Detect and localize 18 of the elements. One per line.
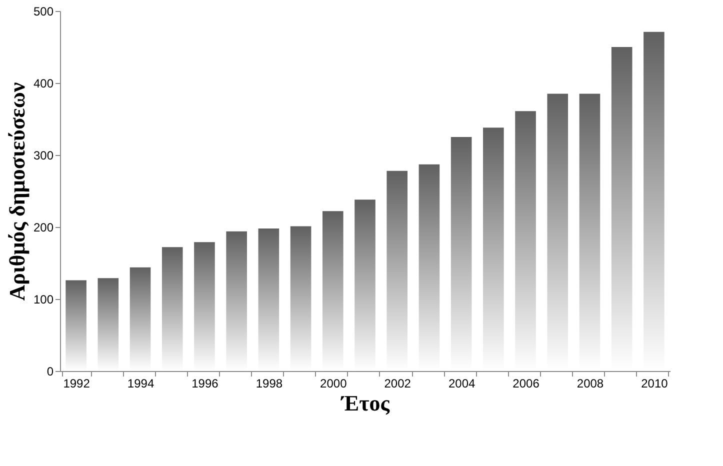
x-tick-label: 2010 bbox=[641, 376, 668, 390]
y-tick-label: 400 bbox=[33, 76, 54, 90]
y-tick-label: 100 bbox=[33, 292, 54, 306]
x-tick-label: 2000 bbox=[320, 376, 348, 390]
x-tick-label: 1996 bbox=[192, 376, 219, 390]
x-tick-label: 1992 bbox=[63, 376, 90, 390]
y-tick-label: 300 bbox=[33, 148, 54, 162]
y-tick-label: 500 bbox=[33, 4, 54, 18]
x-axis-title: Έτος bbox=[340, 390, 390, 416]
x-tick-label: 2008 bbox=[576, 376, 604, 390]
y-tick-label: 200 bbox=[33, 220, 54, 234]
x-tick-label: 1994 bbox=[127, 376, 154, 390]
x-tick-label: 2002 bbox=[384, 376, 412, 390]
y-tick-label: 0 bbox=[46, 364, 54, 378]
x-tick-label: 2006 bbox=[512, 376, 540, 390]
x-tick-label: 2004 bbox=[448, 376, 476, 390]
y-axis-title: Αριθμός δημοσιεύσεων bbox=[4, 82, 30, 301]
x-tick-label: 1998 bbox=[256, 376, 283, 390]
